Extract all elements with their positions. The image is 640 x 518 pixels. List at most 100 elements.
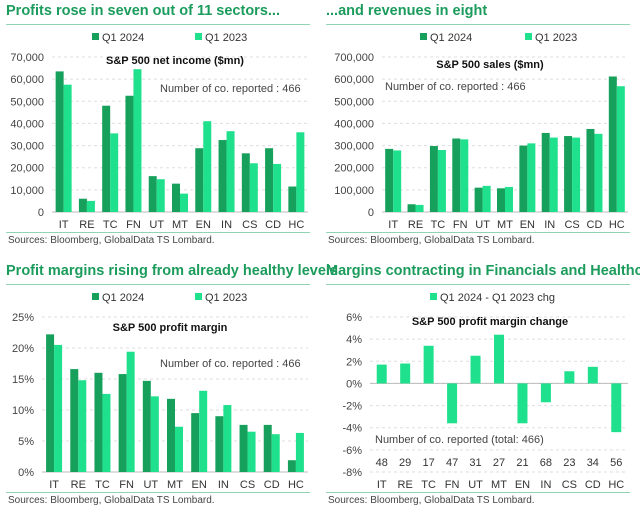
legend-label: Q1 2023 [205,32,247,44]
bar-CS-q1-2024 [241,153,250,212]
bar-EN-q1-2023 [203,121,212,212]
y-tick-label: 700,000 [334,52,374,64]
bar-IN-q1-2024 [215,416,224,472]
x-tick-label: EN [520,219,535,231]
x-tick-label: HC [288,219,304,231]
x-tick-label: HC [288,479,304,491]
x-tick-label: FN [119,479,134,491]
bar-CD-q1-2023 [273,163,282,212]
bar-HC-q1-2024 [288,186,297,212]
company-count: 27 [493,457,505,469]
bar-FN-q1-2024 [125,95,134,212]
chart-annotation: Number of co. reported : 466 [160,358,301,370]
y-tick-label: 15% [12,374,34,386]
x-tick-label: MT [167,479,183,491]
bar-CD-q1-2023 [594,133,603,212]
source-note: Sources: Bloomberg, GlobalData TS Lombar… [328,235,535,246]
legend-label: Q1 2024 [102,32,144,44]
source-note: Sources: Bloomberg, GlobalData TS Lombar… [8,495,215,506]
bar-HC-q1-2023 [616,86,625,212]
y-tick-label: 40,000 [10,118,44,130]
bar-IT-q1-2024 [55,71,64,213]
x-tick-label: CD [265,219,281,231]
chart-title: Profits rose in seven out of 11 sectors.… [6,3,280,19]
x-tick-label: FN [445,479,460,491]
y-tick-label: -4% [342,423,362,435]
x-tick-label: IN [221,219,232,231]
bar-EN-chg [517,383,528,424]
legend-label: Q1 2023 [535,32,577,44]
bar-IT-q1-2024 [385,148,394,212]
x-tick-label: RE [408,219,423,231]
bar-TC-q1-2024 [94,372,103,472]
chart-annotation: Number of co. reported (total: 466) [375,434,544,446]
chart-title: ...and revenues in eight [326,3,488,19]
legend-label: Q1 2023 [205,292,247,304]
bar-IT-q1-2023 [54,344,63,472]
chart-title: Margins contracting in Financials and He… [326,263,640,279]
divider [6,24,310,25]
bar-FN-chg [447,383,458,424]
bar-IN-q1-2024 [218,140,227,212]
bar-RE-q1-2024 [70,369,79,472]
y-tick-label: 500,000 [334,96,374,108]
divider [6,492,310,493]
bar-MT-q1-2024 [497,188,505,212]
panel-sales: ...and revenues in eight Sources: Bloombe… [320,0,640,258]
bar-RE-q1-2023 [86,200,95,212]
bar-MT-q1-2023 [180,193,188,212]
bar-EN-q1-2024 [191,413,200,472]
bar-IT-q1-2023 [393,150,402,212]
x-tick-label: CD [264,479,280,491]
legend-swatch [92,293,99,300]
chart-subtitle: S&P 500 sales ($mn) [436,59,544,71]
bar-FN-q1-2023 [133,69,142,212]
bar-EN-q1-2024 [519,145,528,212]
bar-UT-q1-2024 [474,187,483,212]
x-tick-label: TC [95,479,110,491]
divider [326,284,630,285]
x-tick-label: UT [475,219,490,231]
y-tick-label: 25% [12,312,34,324]
legend-swatch [420,33,427,40]
bar-RE-chg [400,363,411,384]
bar-EN-q1-2023 [199,390,208,472]
divider [326,492,630,493]
panel-margin-change: Margins contracting in Financials and He… [320,260,640,518]
y-tick-label: 0% [346,378,362,390]
legend-label: Q1 2024 [430,32,472,44]
company-count: 48 [376,457,388,469]
bar-RE-q1-2024 [407,204,416,212]
bar-UT-q1-2024 [148,176,157,212]
x-tick-label: IN [218,479,229,491]
bar-TC-q1-2023 [110,133,119,212]
bar-FN-q1-2023 [126,351,135,472]
bar-EN-q1-2024 [195,148,204,212]
y-tick-label: 600,000 [334,74,374,86]
chart-subtitle: S&P 500 net income ($mn) [106,55,244,67]
y-tick-label: 30,000 [10,141,44,153]
x-tick-label: RE [398,479,413,491]
x-tick-label: IT [377,479,387,491]
bar-CS-q1-2024 [239,424,248,472]
x-tick-label: UT [468,479,483,491]
bar-IN-q1-2023 [223,405,232,472]
chart-svg: -8% -6% -4% -2% 0% 2% 4% 6% Q1 2024 - Q1 2023 ch… [342,292,628,491]
x-tick-label: EN [196,219,211,231]
divider [326,232,630,233]
x-tick-label: TC [421,479,436,491]
x-tick-label: FN [453,219,468,231]
y-tick-label: 2% [346,356,362,368]
bar-TC-q1-2023 [102,393,111,472]
x-tick-label: EN [192,479,207,491]
y-tick-label: 0% [18,467,34,479]
bar-IN-q1-2023 [549,137,558,212]
legend-swatch [195,293,202,300]
chart-svg: 0 10,000 20,000 30,000 40,000 50,000 60,000 70,… [10,32,308,231]
x-tick-label: RE [79,219,94,231]
chart-subtitle: S&P 500 profit margin [113,322,228,334]
bar-MT-q1-2024 [167,398,175,472]
divider [6,232,310,233]
x-tick-label: MT [172,219,188,231]
